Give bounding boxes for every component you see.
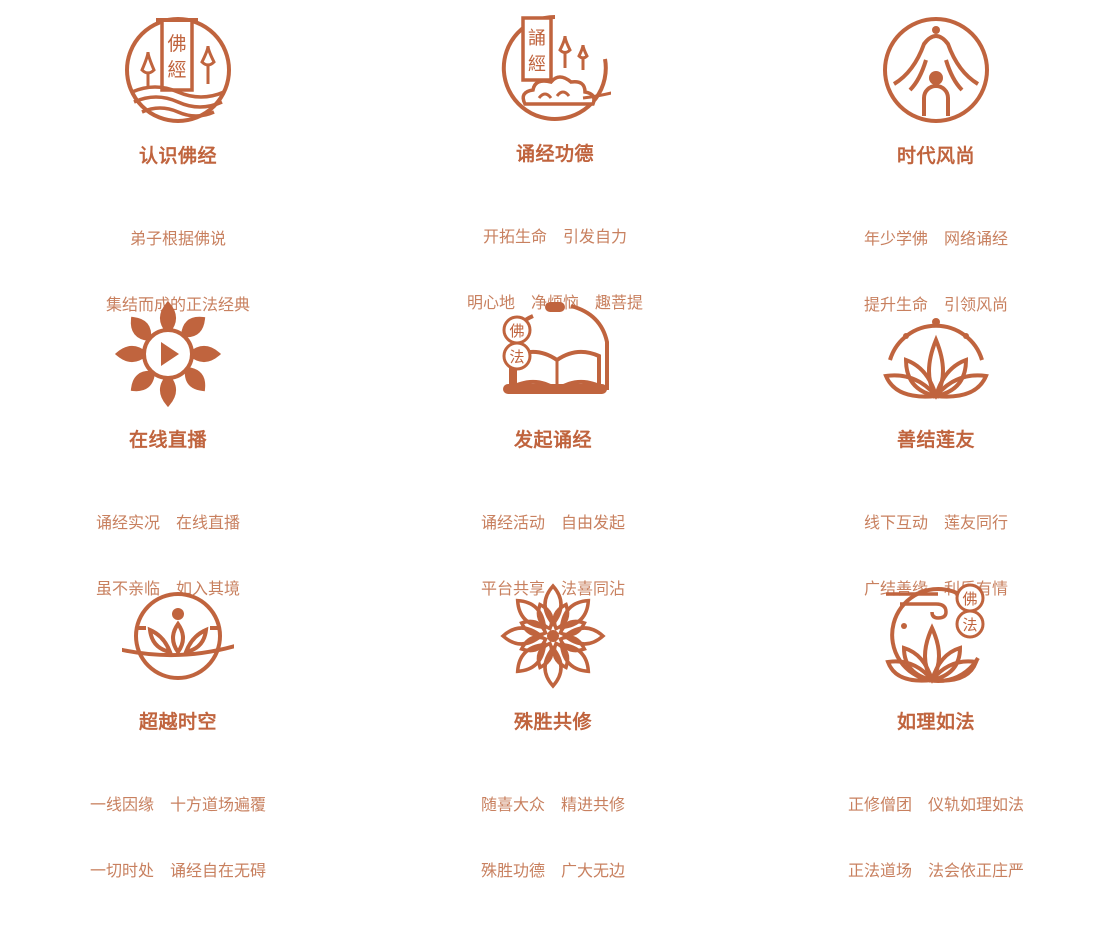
feature-title: 超越时空 bbox=[138, 711, 217, 733]
svg-text:佛: 佛 bbox=[962, 590, 977, 608]
svg-text:佛: 佛 bbox=[167, 33, 186, 55]
mandala-flower-icon bbox=[500, 583, 606, 689]
svg-text:經: 經 bbox=[528, 54, 546, 75]
svg-text:法: 法 bbox=[509, 348, 524, 366]
feature-title: 发起诵经 bbox=[513, 429, 592, 451]
buddhist-sutra-scroll-icon: 佛 經 bbox=[125, 17, 231, 123]
lotus-play-button-icon bbox=[114, 300, 222, 408]
feature-description: 年少学佛 网络诵经 提升生命 引领风尚 bbox=[863, 229, 1008, 314]
meditating-figure-temple-icon bbox=[883, 17, 989, 123]
feature-card: 超越时空 一线因缘 十方道场遍覆 一切时处 诵经自在无碍 bbox=[28, 580, 328, 926]
feature-card: 佛 法 如理如法 正修僧团 仪轨如理如法 正法道场 法会依正庄严 bbox=[786, 580, 1086, 926]
feature-card: 佛 法 发起诵经 诵经活动 自由发起 平台共享 法喜同沾 bbox=[403, 298, 703, 644]
feature-title: 认识佛经 bbox=[138, 145, 217, 167]
svg-text:佛: 佛 bbox=[509, 322, 524, 340]
feature-title: 时代风尚 bbox=[896, 145, 975, 167]
lotus-circle-icon bbox=[883, 318, 989, 400]
feature-description: 正修僧团 仪轨如理如法 正法道场 法会依正庄严 bbox=[847, 795, 1024, 880]
feature-card: 在线直播 诵经实况 在线直播 虽不亲临 如入其境 bbox=[18, 298, 318, 644]
feature-card: 时代风尚 年少学佛 网络诵经 提升生命 引领风尚 bbox=[786, 14, 1086, 360]
feature-title: 诵经功德 bbox=[515, 143, 594, 165]
feature-description: 弟子根据佛说 集结而成的正法经典 bbox=[105, 229, 250, 314]
feature-description: 随喜大众 精进共修 殊胜功德 广大无边 bbox=[480, 795, 625, 880]
feature-title: 在线直播 bbox=[128, 429, 207, 451]
chanting-sutra-cloud-icon: 誦 經 bbox=[501, 14, 611, 121]
feature-description: 诵经活动 自由发起 平台共享 法喜同沾 bbox=[480, 513, 625, 598]
lotus-dharma-seal-icon: 佛 法 bbox=[885, 583, 985, 684]
feature-title: 善结莲友 bbox=[896, 429, 975, 451]
svg-text:誦: 誦 bbox=[528, 28, 546, 49]
feature-title: 如理如法 bbox=[896, 711, 975, 733]
open-book-dharma-icon: 佛 法 bbox=[502, 302, 609, 394]
svg-text:經: 經 bbox=[167, 59, 186, 81]
lotus-orbit-planet-icon bbox=[122, 592, 234, 680]
feature-description: 一线因缘 十方道场遍覆 一切时处 诵经自在无碍 bbox=[89, 795, 266, 880]
feature-card: 佛 經 认识佛经 弟子根据佛说 集结而成的正法经典 bbox=[28, 14, 328, 360]
feature-card: 殊胜共修 随喜大众 精进共修 殊胜功德 广大无边 bbox=[403, 580, 703, 926]
feature-description: 诵经实况 在线直播 虽不亲临 如入其境 bbox=[95, 513, 240, 598]
feature-title: 殊胜共修 bbox=[513, 711, 592, 733]
features-grid: 佛 經 认识佛经 弟子根据佛说 集结而成的正法经典 誦 經 诵经功德 bbox=[18, 14, 1086, 880]
svg-text:法: 法 bbox=[962, 616, 977, 634]
